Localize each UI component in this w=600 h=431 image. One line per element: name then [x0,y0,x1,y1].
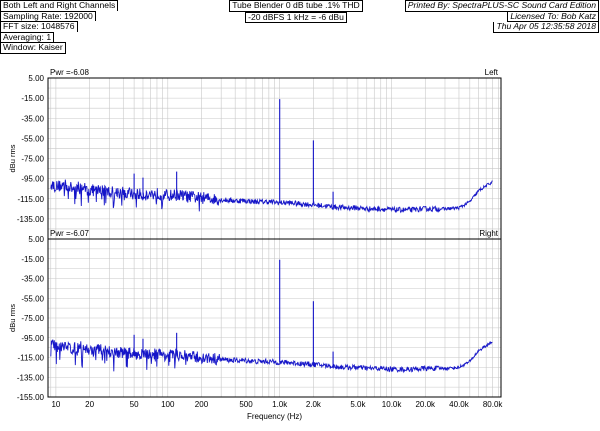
printed-by: Printed By: SpectraPLUS-SC Sound Card Ed… [404,0,599,12]
channel-label: Left [485,68,499,77]
y-tick-label: -35.00 [21,275,44,284]
x-tick-label: 5.0k [350,400,366,409]
vertical-grid [50,78,499,239]
y-tick-label: -75.00 [21,155,44,164]
y-tick-label: -75.00 [21,314,44,323]
channel-label: Right [479,229,498,238]
spectrum-group [50,99,493,214]
print-date: Thu Apr 05 12:35:58 2018 [493,22,599,33]
x-tick-label: 80.0k [483,400,504,409]
chart-subtitle: -20 dBFS 1 kHz = -6 dBu [245,11,347,24]
y-tick-label: -115.00 [17,354,44,363]
x-tick-label: 40.0k [449,400,470,409]
licensed-to: Licensed To: Bob Katz [507,11,599,23]
info-channels: Both Left and Right Channels [0,0,119,11]
title-panel: Tube Blender 0 dB tube .1% THD -20 dBFS … [226,0,366,24]
y-axis-label: dBu rms [8,304,17,332]
y-tick-label: -135.00 [17,373,45,382]
y-tick-label: -35.00 [21,114,44,123]
x-tick-label: 10 [51,400,60,409]
y-tick-label: -55.00 [21,294,44,303]
y-tick-label: -55.00 [21,134,44,143]
y-tick-label: -95.00 [21,175,44,184]
pwr-label: Pwr =-6.07 [50,229,89,238]
y-tick-label: -95.00 [21,334,44,343]
x-tick-label: 50 [130,400,139,409]
panel-right: 5.00 -15.00 -35.00 -55.00 -75.00 -95.00 -115.0… [8,229,503,421]
info-panel: Both Left and Right Channels Sampling Ra… [0,0,119,54]
y-tick-label: -155.00 [17,393,45,402]
x-axis-label: Frequency (Hz) [247,412,302,421]
info-sampling-rate: Sampling Rate: 192000 [0,10,96,22]
y-tick-label: -15.00 [21,255,44,264]
x-tick-label: 2.0k [306,400,322,409]
x-tick-label: 20.0k [415,400,436,409]
info-fft-size: FFT size: 1048576 [0,21,78,32]
y-tick-label: 5.00 [28,235,44,244]
y-tick-label: 5.00 [28,74,44,83]
x-tick-label: 500 [239,400,253,409]
x-tick-label: 200 [195,400,209,409]
x-tick-label: 100 [161,400,175,409]
x-tick-label: 20 [85,400,94,409]
x-tick-label: 1.0k [272,400,288,409]
x-tick-label: 10.0k [382,400,403,409]
y-tick-label: -15.00 [21,94,44,103]
pwr-label: Pwr =-6.08 [50,68,89,77]
spectrum-trace [50,339,493,374]
spectrum-group [50,259,493,374]
y-tick-label: -135.00 [17,215,45,224]
print-panel: Printed By: SpectraPLUS-SC Sound Card Ed… [404,0,599,33]
info-averaging: Averaging: 1 [0,31,55,43]
y-tick-label: -115.00 [17,195,44,204]
panel-left: 5.00 -15.00 -35.00 -55.00 -75.00 -95.00 -115.0… [8,68,502,240]
info-window: Window: Kaiser [0,42,66,54]
y-axis-label: dBu rms [8,144,17,172]
plot-frame [47,238,502,398]
spectrum-trace [50,179,493,214]
